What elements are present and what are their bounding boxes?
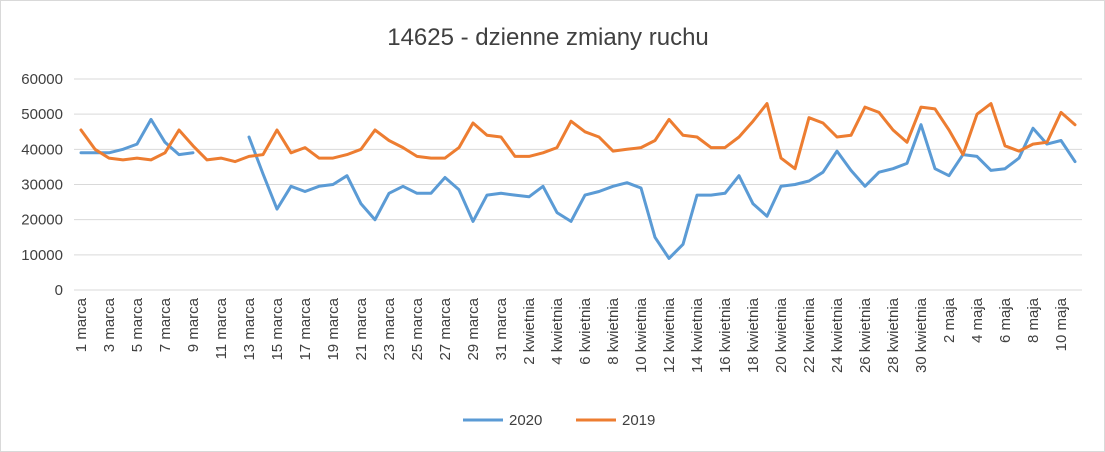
x-tick-label: 5 marca xyxy=(129,297,146,352)
x-tick-label: 20 kwietnia xyxy=(773,297,790,373)
legend-label: 2020 xyxy=(509,412,542,429)
x-tick-label: 11 marca xyxy=(213,297,230,359)
legend: 2020 2019 xyxy=(463,412,655,429)
chart-title: 14625 - dzienne zmiany ruchu xyxy=(387,24,709,51)
x-tick-label: 1 marca xyxy=(73,297,90,352)
x-tick-label: 10 maja xyxy=(1053,297,1070,351)
series-line-2020 xyxy=(247,123,1077,260)
gridlines xyxy=(74,78,1082,291)
x-tick-label: 26 kwietnia xyxy=(857,297,874,373)
x-tick-label: 21 marca xyxy=(353,297,370,360)
x-tick-label: 2 maja xyxy=(941,297,958,343)
y-tick-label: 50000 xyxy=(21,106,63,123)
x-tick-label: 6 maja xyxy=(997,297,1014,343)
x-tick-label: 4 maja xyxy=(969,297,986,343)
y-tick-label: 10000 xyxy=(21,247,63,264)
x-tick-label: 31 marca xyxy=(493,297,510,360)
x-tick-label: 23 marca xyxy=(381,297,398,360)
x-tick-label: 8 kwietnia xyxy=(605,297,622,364)
x-tick-label: 18 kwietnia xyxy=(745,297,762,373)
x-tick-label: 13 marca xyxy=(241,297,258,360)
x-tick-label: 4 kwietnia xyxy=(549,297,566,364)
x-tick-label: 7 marca xyxy=(157,297,174,352)
x-tick-label: 17 marca xyxy=(297,297,314,360)
x-tick-label: 6 kwietnia xyxy=(577,297,594,364)
y-tick-label: 20000 xyxy=(21,212,63,229)
x-tick-label: 3 marca xyxy=(101,297,118,352)
x-tick-label: 12 kwietnia xyxy=(661,297,678,373)
x-tick-label: 2 kwietnia xyxy=(521,297,538,364)
y-tick-label: 40000 xyxy=(21,141,63,158)
x-tick-label: 16 kwietnia xyxy=(717,297,734,373)
x-tick-label: 28 kwietnia xyxy=(885,297,902,373)
y-tick-label: 0 xyxy=(55,282,63,299)
x-tick-label: 24 kwietnia xyxy=(829,297,846,373)
x-tick-label: 8 maja xyxy=(1025,297,1042,343)
x-tick-label: 22 kwietnia xyxy=(801,297,818,373)
y-tick-label: 60000 xyxy=(21,71,63,88)
series-line-2019 xyxy=(79,102,1077,171)
series-lines xyxy=(79,102,1077,260)
x-tick-label: 29 marca xyxy=(465,297,482,360)
y-tick-label: 30000 xyxy=(21,177,63,194)
y-axis-ticks: 0 10000 20000 30000 40000 50000 60000 xyxy=(21,71,63,299)
x-tick-label: 10 kwietnia xyxy=(633,297,650,373)
x-tick-label: 15 marca xyxy=(269,297,286,360)
x-tick-label: 30 kwietnia xyxy=(913,297,930,373)
x-tick-label: 25 marca xyxy=(409,297,426,360)
x-tick-label: 19 marca xyxy=(325,297,342,360)
legend-label: 2019 xyxy=(622,412,655,429)
x-tick-label: 27 marca xyxy=(437,297,454,360)
x-tick-label: 14 kwietnia xyxy=(689,297,706,373)
x-axis-ticks: 1 marca 3 marca 5 marca 7 marca 9 marca 11 ma… xyxy=(73,297,1070,373)
x-tick-label: 9 marca xyxy=(185,297,202,352)
